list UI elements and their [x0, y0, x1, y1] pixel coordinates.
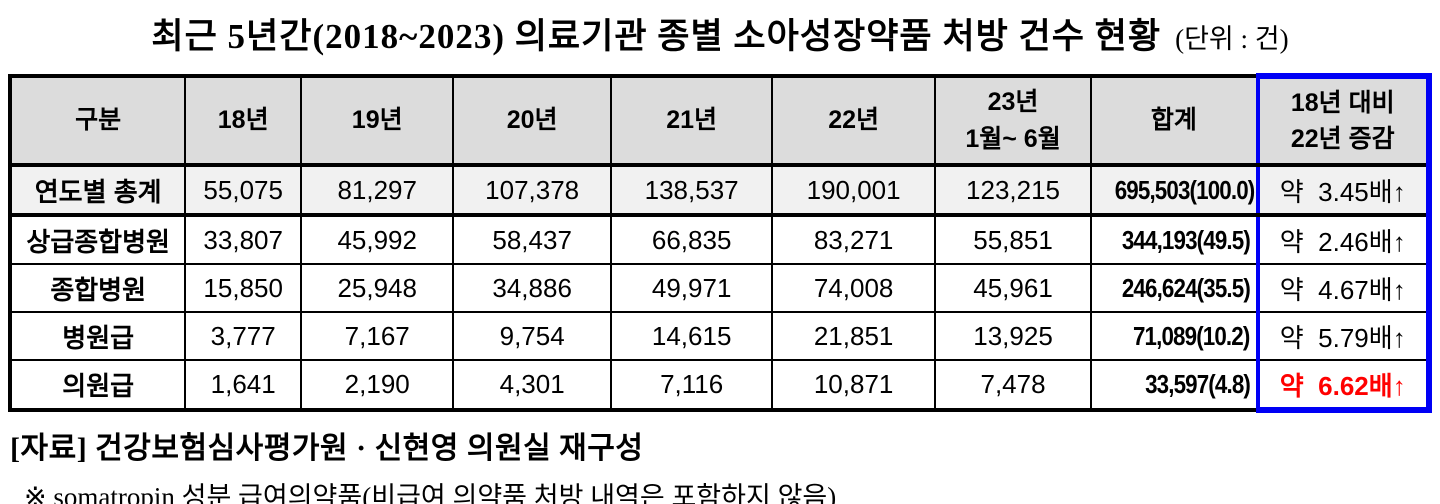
- header-change-line1: 18년 대비: [1290, 88, 1395, 117]
- total-cell: 344,193(49.5): [1090, 214, 1259, 265]
- total-cell: 246,624(35.5): [1090, 263, 1259, 313]
- data-cell: 49,971: [609, 263, 774, 313]
- row-label: 병원급: [8, 311, 187, 361]
- data-cell: 1,641: [184, 359, 303, 411]
- data-cell: 83,271: [771, 214, 936, 265]
- header-year-22: 22년: [771, 75, 936, 167]
- data-cell: 123,215: [933, 164, 1093, 217]
- header-total: 합계: [1090, 75, 1259, 167]
- data-cell: 58,437: [452, 214, 612, 265]
- data-cell: 14,615: [609, 311, 774, 361]
- header-year-21: 21년: [609, 75, 774, 167]
- data-cell: 10,871: [771, 359, 936, 411]
- table-row-yearly-total: 연도별 총계 55,075 81,297 107,378 138,537 190…: [8, 164, 1432, 217]
- data-cell: 107,378: [452, 164, 612, 217]
- row-label: 의원급: [8, 359, 187, 411]
- data-cell: 9,754: [452, 311, 612, 361]
- header-change: 18년 대비 22년 증감: [1255, 73, 1432, 167]
- data-cell: 2,190: [300, 359, 455, 411]
- data-cell: 45,992: [300, 214, 455, 265]
- change-cell-highlight: 약 6.62배↑: [1255, 359, 1432, 413]
- header-year-23-line2: 1월~ 6월: [965, 124, 1061, 153]
- row-label: 연도별 총계: [8, 164, 187, 217]
- data-cell: 55,075: [184, 164, 303, 217]
- footer-source: [자료] 건강보험심사평가원 · 신현영 의원실 재구성: [10, 432, 644, 465]
- total-cell: 695,503(100.0): [1090, 164, 1259, 217]
- data-cell: 13,925: [933, 311, 1093, 361]
- data-cell: 74,008: [771, 263, 936, 313]
- data-cell: 21,851: [771, 311, 936, 361]
- data-cell: 66,835: [609, 214, 774, 265]
- prescription-table: 구분 18년 19년 20년 21년 22년 23년 1월~ 6월 합계 18년…: [8, 73, 1432, 413]
- header-year-23: 23년 1월~ 6월: [933, 75, 1093, 167]
- page-title: 최근 5년간(2018~2023) 의료기관 종별 소아성장약품 처방 건수 현…: [0, 8, 1440, 59]
- data-cell: 190,001: [771, 164, 936, 217]
- title-unit: (단위 : 건): [1175, 24, 1289, 54]
- row-label: 종합병원: [8, 263, 187, 313]
- header-year-18: 18년: [184, 75, 303, 167]
- change-cell: 약 5.79배↑: [1255, 311, 1432, 361]
- data-cell: 25,948: [300, 263, 455, 313]
- data-cell: 34,886: [452, 263, 612, 313]
- data-cell: 55,851: [933, 214, 1093, 265]
- data-cell: 33,807: [184, 214, 303, 265]
- data-cell: 7,478: [933, 359, 1093, 411]
- row-label: 상급종합병원: [8, 214, 187, 265]
- header-year-23-line1: 23년: [987, 88, 1039, 117]
- change-cell: 약 4.67배↑: [1255, 263, 1432, 313]
- header-change-line2: 22년 증감: [1290, 125, 1395, 153]
- change-cell: 약 3.45배↑: [1255, 164, 1432, 217]
- table-row-general-hospital: 종합병원 15,850 25,948 34,886 49,971 74,008 …: [8, 263, 1432, 313]
- data-cell: 81,297: [300, 164, 455, 217]
- data-cell: 4,301: [452, 359, 612, 411]
- header-year-19: 19년: [300, 75, 455, 167]
- data-cell: 3,777: [184, 311, 303, 361]
- data-cell: 15,850: [184, 263, 303, 313]
- footer-note: ※ somatropin 성분 급여의약품(비급여 의약품 처방 내역은 포함하…: [24, 482, 837, 504]
- data-cell: 138,537: [609, 164, 774, 217]
- header-category: 구분: [8, 75, 187, 167]
- header-year-20: 20년: [452, 75, 612, 167]
- data-cell: 7,116: [609, 359, 774, 411]
- table-row-hospital-level: 병원급 3,777 7,167 9,754 14,615 21,851 13,9…: [8, 311, 1432, 361]
- change-cell: 약 2.46배↑: [1255, 214, 1432, 265]
- header-row: 구분 18년 19년 20년 21년 22년 23년 1월~ 6월 합계 18년…: [8, 73, 1432, 167]
- total-cell: 33,597(4.8): [1090, 359, 1259, 411]
- table-row-clinic-level: 의원급 1,641 2,190 4,301 7,116 10,871 7,478…: [8, 359, 1432, 413]
- data-cell: 45,961: [933, 263, 1093, 313]
- table-row-tertiary-hospital: 상급종합병원 33,807 45,992 58,437 66,835 83,27…: [8, 214, 1432, 265]
- data-cell: 7,167: [300, 311, 455, 361]
- total-cell: 71,089(10.2): [1090, 311, 1259, 361]
- title-text: 최근 5년간(2018~2023) 의료기관 종별 소아성장약품 처방 건수 현…: [151, 17, 1162, 56]
